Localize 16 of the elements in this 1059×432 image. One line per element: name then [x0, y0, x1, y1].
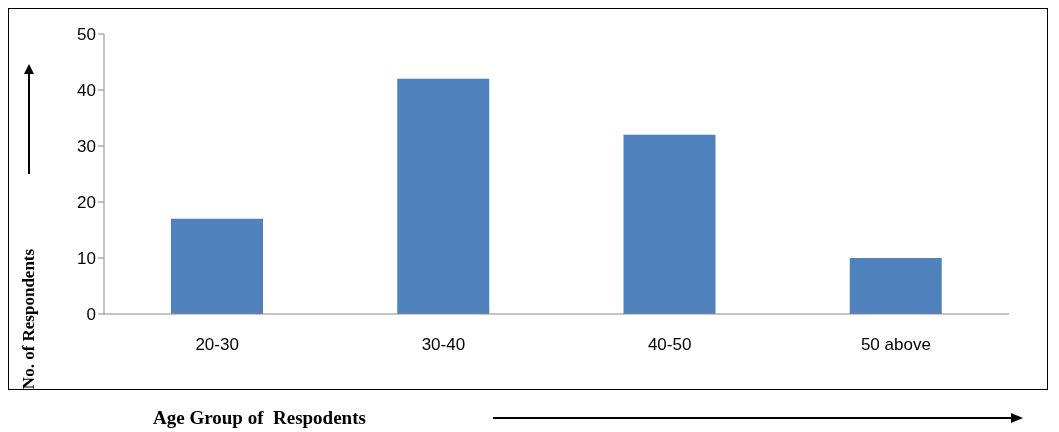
y-tick-label: 30 — [77, 137, 96, 157]
bar — [623, 134, 716, 314]
y-tick-label: 40 — [77, 81, 96, 101]
y-tick-label: 50 — [77, 25, 96, 45]
x-tick-label: 40-50 — [647, 335, 692, 355]
y-tick-label: 0 — [86, 305, 96, 325]
x-tick-label: 30-40 — [421, 335, 466, 355]
bar — [171, 218, 263, 314]
bar — [849, 258, 942, 314]
x-tick-label: 20-30 — [195, 335, 239, 355]
bar — [397, 78, 490, 314]
y-axis-title: No. of Respondents — [19, 248, 39, 390]
x-axis-title: Age Group of Respodents — [153, 407, 366, 429]
y-tick-label: 10 — [77, 249, 96, 269]
x-tick-label: 50 above — [860, 335, 931, 355]
y-tick-label: 20 — [77, 193, 96, 213]
